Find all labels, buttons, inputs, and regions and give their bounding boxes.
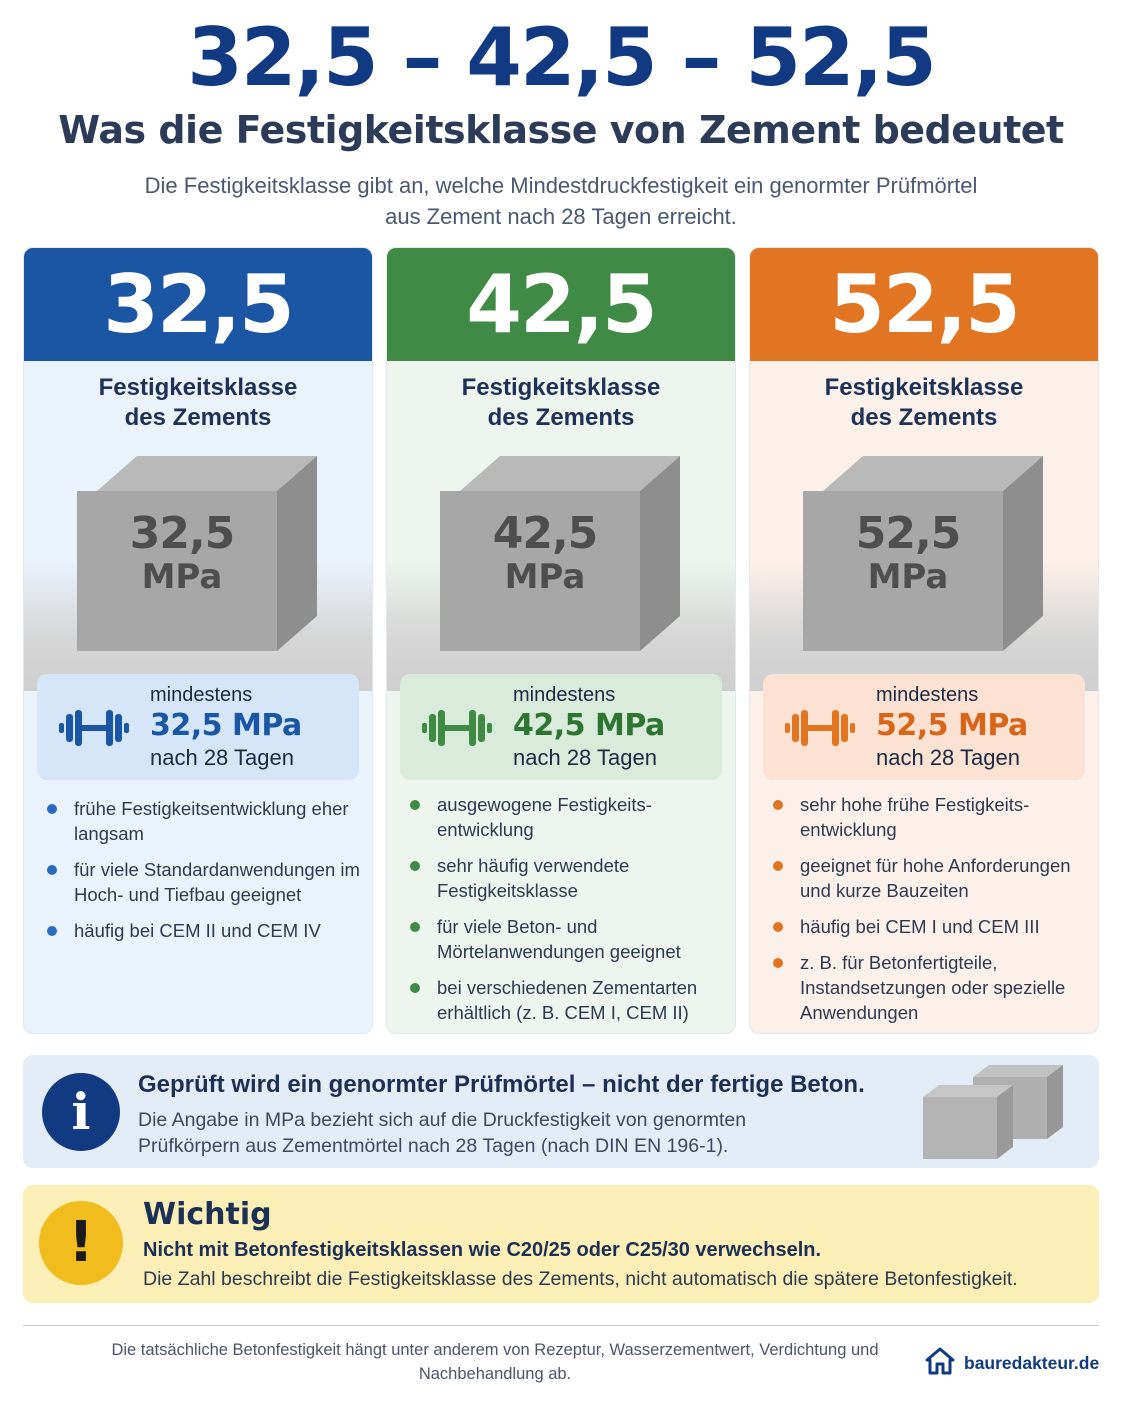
warning-box: ! Wichtig Nicht mit Betonfestigkeitsklas… bbox=[23, 1185, 1099, 1303]
brand-name: bauredakteur.de bbox=[964, 1353, 1100, 1373]
warning-heading: Wichtig bbox=[143, 1197, 272, 1232]
card-label: Festigkeitsklasse des Zements bbox=[24, 373, 372, 433]
minimum-strength-box: mindestens 32,5 MPa nach 28 Tagen bbox=[37, 674, 359, 780]
brand-link[interactable]: bauredakteur.de bbox=[924, 1345, 1099, 1382]
min-value: 52,5 MPa bbox=[876, 708, 1028, 743]
min-label: mindestens bbox=[513, 684, 616, 706]
min-label: mindestens bbox=[150, 684, 253, 706]
dumbbell-icon bbox=[422, 708, 492, 748]
card-label-line1: Festigkeitsklasse bbox=[98, 374, 298, 401]
card-label: Festigkeitsklasse des Zements bbox=[750, 373, 1098, 433]
concrete-cube-illustration: 32,5 MPa bbox=[24, 441, 372, 691]
list-item: ausgewogene Festigkeits-entwicklung bbox=[409, 792, 729, 842]
card-label-line2: des Zements bbox=[124, 404, 272, 431]
divider bbox=[23, 1325, 1099, 1326]
exclamation-icon: ! bbox=[39, 1201, 123, 1285]
dumbbell-icon bbox=[59, 708, 129, 748]
strength-class-card-52-5: 52,5 Festigkeitsklasse des Zements 52,5 … bbox=[749, 247, 1099, 1034]
concrete-cube-icon: 32,5 MPa bbox=[77, 451, 317, 651]
concrete-cube-illustration: 52,5 MPa bbox=[750, 441, 1098, 691]
footer-note: Die tatsächliche Betonfestigkeit hängt u… bbox=[111, 1341, 879, 1383]
house-icon bbox=[924, 1345, 956, 1382]
list-item: sehr häufig verwendete Festigkeitsklasse bbox=[409, 853, 729, 903]
page-subtitle: Was die Festigkeitsklasse von Zement bed… bbox=[58, 108, 1064, 152]
list-item: für viele Beton- und Mörtelanwendungen g… bbox=[409, 914, 729, 964]
cube-unit: MPa bbox=[141, 557, 223, 597]
strength-class-card-42-5: 42,5 Festigkeitsklasse des Zements 42,5 … bbox=[386, 247, 736, 1034]
cube-value: 42,5 bbox=[492, 508, 599, 559]
list-item: für viele Standardanwendungen im Hoch- u… bbox=[46, 857, 366, 907]
min-label: mindestens bbox=[876, 684, 979, 706]
property-list: ausgewogene Festigkeits-entwicklung sehr… bbox=[409, 792, 729, 1033]
card-label-line2: des Zements bbox=[487, 404, 635, 431]
list-item: bei verschiedenen Zementarten erhältlich… bbox=[409, 975, 729, 1025]
info-heading: Geprüft wird ein genormter Prüfmörtel – … bbox=[138, 1071, 865, 1098]
property-list: frühe Festigkeitsentwicklung eher langsa… bbox=[46, 796, 366, 954]
info-icon: i bbox=[42, 1073, 120, 1151]
card-value-header: 32,5 bbox=[24, 248, 372, 361]
card-label-line1: Festigkeitsklasse bbox=[824, 374, 1024, 401]
card-value-header: 52,5 bbox=[750, 248, 1098, 361]
card-label-line1: Festigkeitsklasse bbox=[461, 374, 661, 401]
concrete-cube-icon: 52,5 MPa bbox=[803, 451, 1043, 651]
property-list: sehr hohe frühe Festigkeits-entwicklung … bbox=[772, 792, 1092, 1033]
info-box: i Geprüft wird ein genormter Prüfmörtel … bbox=[23, 1055, 1099, 1168]
dumbbell-icon bbox=[785, 708, 855, 748]
strength-class-card-32-5: 32,5 Festigkeitsklasse des Zements 32,5 … bbox=[23, 247, 373, 1034]
minimum-strength-box: mindestens 52,5 MPa nach 28 Tagen bbox=[763, 674, 1085, 780]
concrete-cube-illustration: 42,5 MPa bbox=[387, 441, 735, 691]
min-after: nach 28 Tagen bbox=[150, 745, 294, 770]
card-label-line2: des Zements bbox=[850, 404, 998, 431]
list-item: frühe Festigkeitsentwicklung eher langsa… bbox=[46, 796, 366, 846]
min-value: 42,5 MPa bbox=[513, 708, 665, 743]
cube-value: 32,5 bbox=[129, 508, 236, 559]
warning-text: Die Zahl beschreibt die Festigkeitsklass… bbox=[143, 1268, 1018, 1290]
cube-value: 52,5 bbox=[855, 508, 962, 559]
list-item: sehr hohe frühe Festigkeits-entwicklung bbox=[772, 792, 1092, 842]
info-text: Die Angabe in MPa bezieht sich auf die D… bbox=[138, 1109, 747, 1157]
intro-text: Die Festigkeitsklasse gibt an, welche Mi… bbox=[144, 173, 978, 229]
minimum-strength-box: mindestens 42,5 MPa nach 28 Tagen bbox=[400, 674, 722, 780]
cube-unit: MPa bbox=[504, 557, 586, 597]
cube-unit: MPa bbox=[867, 557, 949, 597]
test-cubes-icon bbox=[893, 1063, 1093, 1163]
card-value-header: 42,5 bbox=[387, 248, 735, 361]
list-item: häufig bei CEM II und CEM IV bbox=[46, 918, 366, 943]
warning-bold-text: Nicht mit Betonfestigkeitsklassen wie C2… bbox=[143, 1239, 822, 1261]
concrete-cube-icon: 42,5 MPa bbox=[440, 451, 680, 651]
card-label: Festigkeitsklasse des Zements bbox=[387, 373, 735, 433]
min-after: nach 28 Tagen bbox=[513, 745, 657, 770]
main-title: 32,5 – 42,5 – 52,5 bbox=[187, 11, 937, 104]
min-value: 32,5 MPa bbox=[150, 708, 302, 743]
list-item: geeignet für hohe Anforderungen und kurz… bbox=[772, 853, 1092, 903]
list-item: häufig bei CEM I und CEM III bbox=[772, 914, 1092, 939]
list-item: z. B. für Betonfertigteile, Instandsetzu… bbox=[772, 950, 1092, 1025]
min-after: nach 28 Tagen bbox=[876, 745, 1020, 770]
